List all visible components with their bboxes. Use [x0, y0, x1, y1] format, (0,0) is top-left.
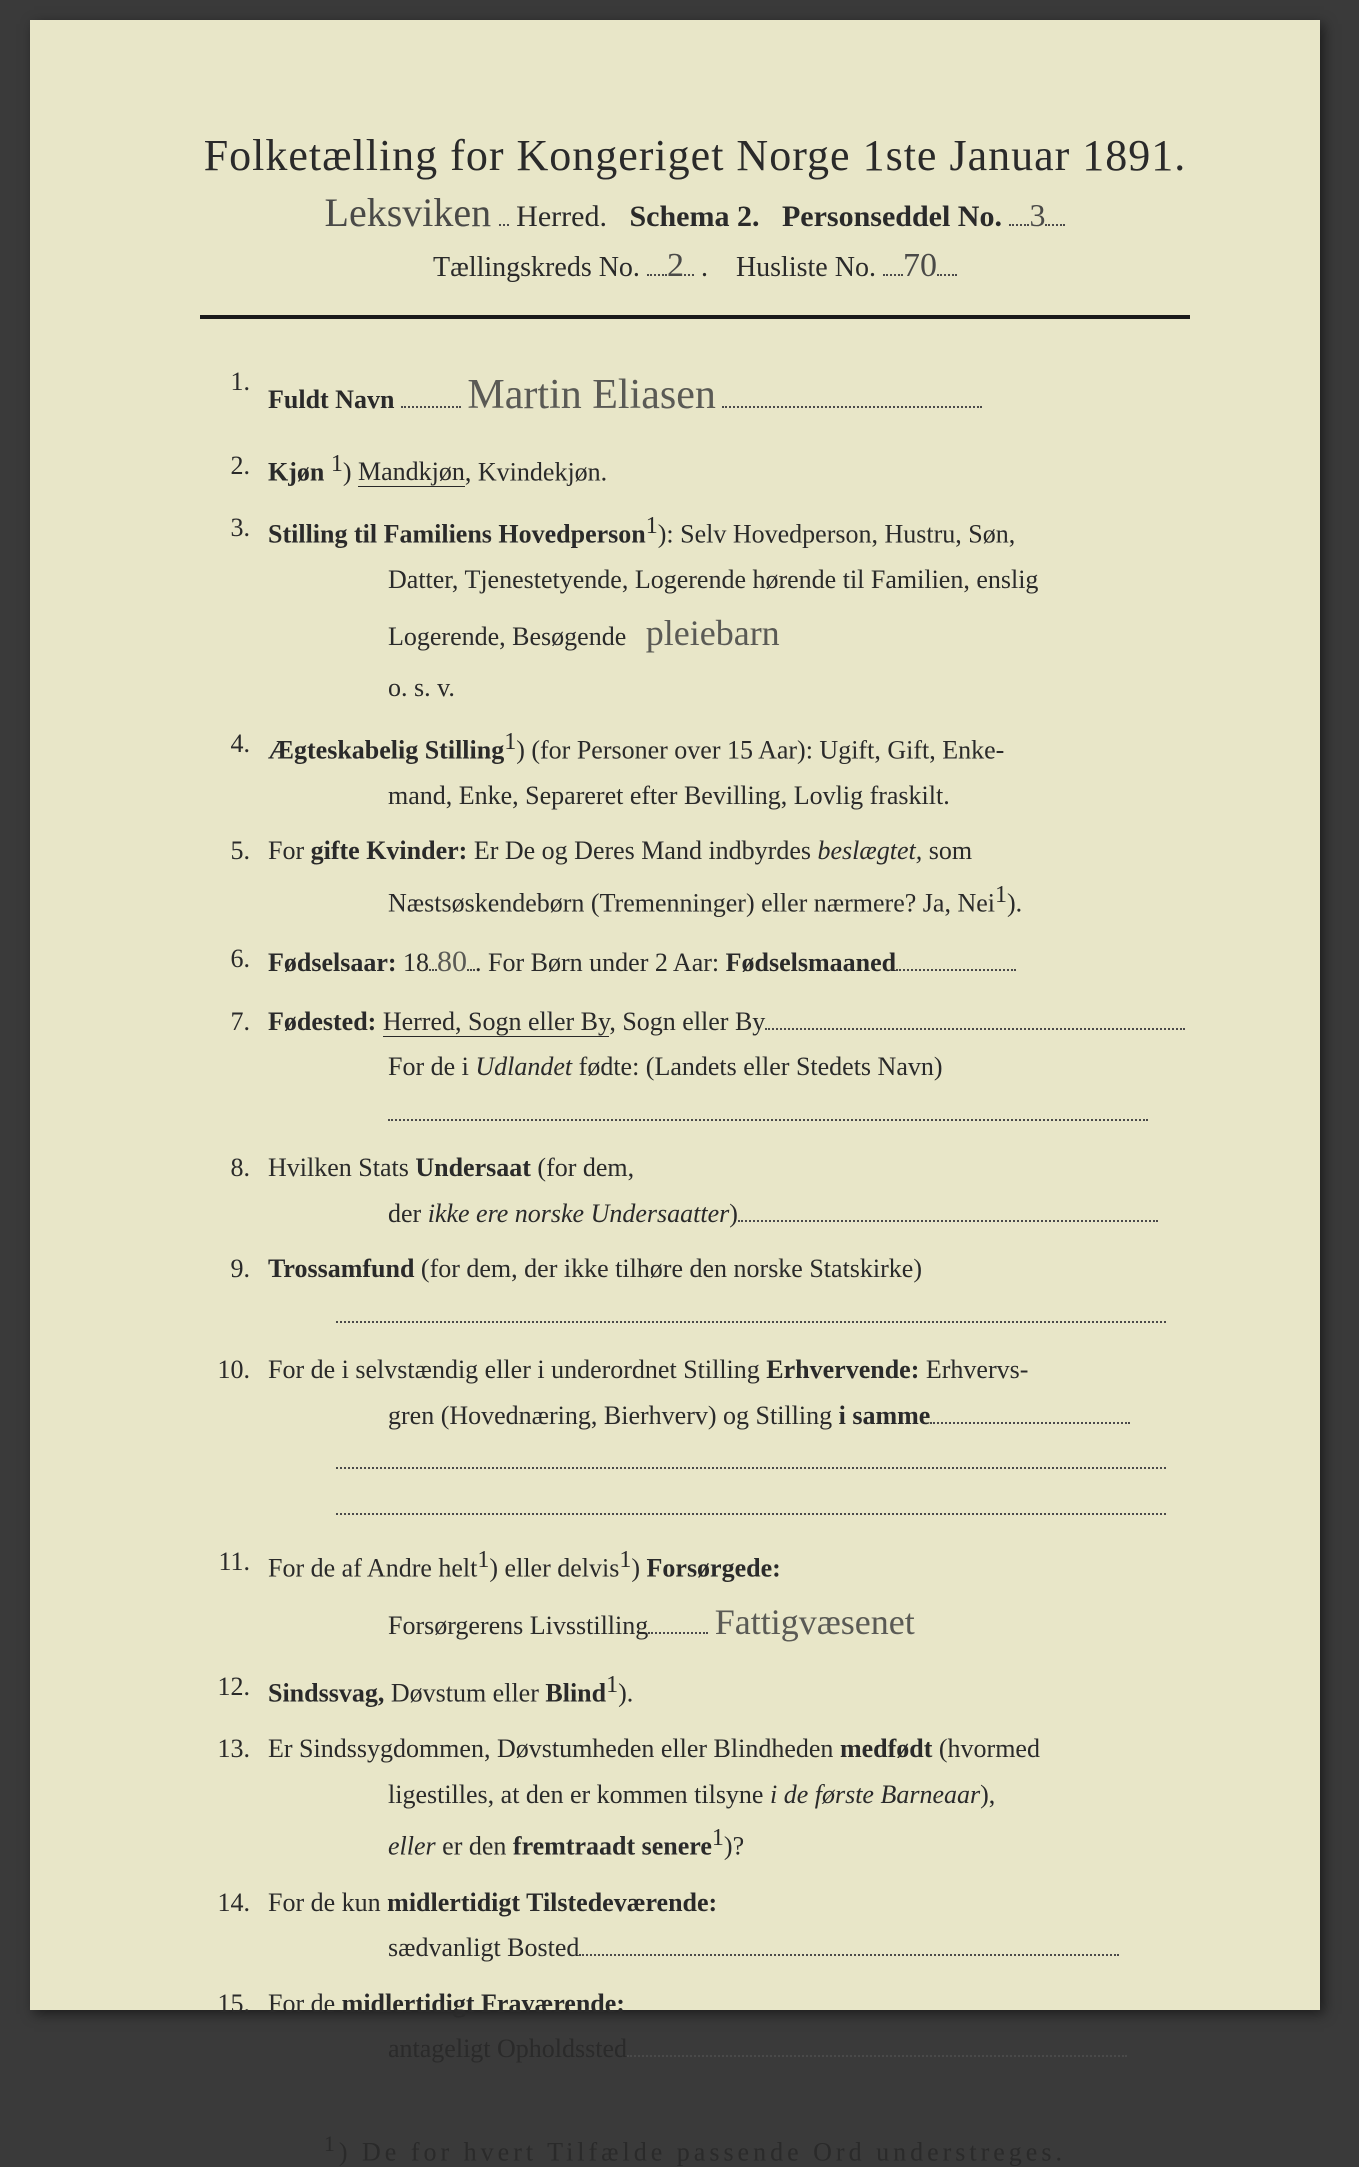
field-1-label: Fuldt Navn: [268, 385, 394, 414]
taellingskreds-no: 2: [667, 247, 684, 285]
personseddel-label: Personseddel No.: [782, 200, 1002, 233]
taellingskreds-label: Tællingskreds No.: [433, 252, 640, 283]
husliste-label: Husliste No.: [736, 252, 876, 283]
field-3: 3. Stilling til Familiens Hovedperson1):…: [200, 505, 1190, 711]
header-row-1: Leksviken Herred. Schema 2. Personseddel…: [200, 189, 1190, 236]
field-list: 1. Fuldt Navn Martin Eliasen 2. Kjøn 1) …: [200, 359, 1190, 2072]
field-2-label: Kjøn: [268, 457, 324, 486]
field-12: 12. Sindssvag, Døvstum eller Blind1).: [200, 1664, 1190, 1716]
field-9: 9. Trossamfund (for dem, der ikke tilhør…: [200, 1246, 1190, 1337]
schema-label: Schema 2.: [629, 200, 759, 233]
field-15-label: midlertidigt Fraværende:: [342, 1989, 625, 2018]
document-page: Folketælling for Kongeriget Norge 1ste J…: [30, 20, 1320, 2010]
field-7-label: Fødested:: [268, 1007, 376, 1036]
field-11: 11. For de af Andre helt1) eller delvis1…: [200, 1539, 1190, 1654]
field-1-value: Martin Eliasen: [467, 372, 715, 418]
field-13: 13. Er Sindssygdommen, Døvstumheden elle…: [200, 1726, 1190, 1869]
field-3-label: Stilling til Familiens Hovedperson: [268, 519, 646, 548]
herred-handwritten: Leksviken: [325, 189, 492, 236]
field-12-label2: Blind: [545, 1679, 606, 1708]
personseddel-no: 3: [1029, 197, 1045, 234]
field-11-label: Forsørgede:: [647, 1554, 781, 1583]
field-8-label: Undersaat: [415, 1153, 531, 1182]
field-14: 14. For de kun midlertidigt Tilstedevære…: [200, 1880, 1190, 1971]
herred-label: Herred.: [516, 200, 607, 233]
field-11-handwritten: Fattigvæsenet: [715, 1602, 915, 1642]
field-1: 1. Fuldt Navn Martin Eliasen: [200, 359, 1190, 433]
census-title: Folketælling for Kongeriget Norge 1ste J…: [200, 130, 1190, 181]
field-4-label: Ægteskabelig Stilling: [268, 735, 504, 764]
field-4: 4. Ægteskabelig Stilling1) (for Personer…: [200, 721, 1190, 819]
field-2: 2. Kjøn 1) Mandkjøn, Kvindekjøn.: [200, 443, 1190, 495]
divider: [200, 315, 1190, 319]
field-6-label: Fødselsaar:: [268, 948, 397, 977]
field-7: 7. Fødested: Herred, Sogn eller By, Sogn…: [200, 999, 1190, 1136]
header-row-2: Tællingskreds No. 2 . Husliste No. 70: [200, 246, 1190, 285]
field-10-label: Erhvervende:: [766, 1355, 919, 1384]
field-9-label: Trossamfund: [268, 1254, 414, 1283]
field-10: 10. For de i selvstændig eller i underor…: [200, 1347, 1190, 1529]
field-3-handwritten: pleiebarn: [646, 613, 780, 653]
field-5-label: gifte Kvinder:: [311, 836, 468, 865]
field-2-options: Mandkjøn, Kvindekjøn.: [358, 457, 607, 487]
field-14-label: midlertidigt Tilstedeværende:: [387, 1888, 717, 1917]
field-6: 6. Fødselsaar: 1880. For Børn under 2 Aa…: [200, 936, 1190, 989]
field-6-year: 80: [437, 945, 467, 978]
field-15: 15. For de midlertidigt Fraværende: anta…: [200, 1981, 1190, 2072]
field-12-label1: Sindssvag,: [268, 1679, 384, 1708]
footnote: 1) De for hvert Tilfælde passende Ord un…: [200, 2132, 1190, 2167]
husliste-no: 70: [903, 247, 937, 285]
field-8: 8. Hvilken Stats Undersaat (for dem, der…: [200, 1145, 1190, 1236]
field-5: 5. For gifte Kvinder: Er De og Deres Man…: [200, 828, 1190, 926]
